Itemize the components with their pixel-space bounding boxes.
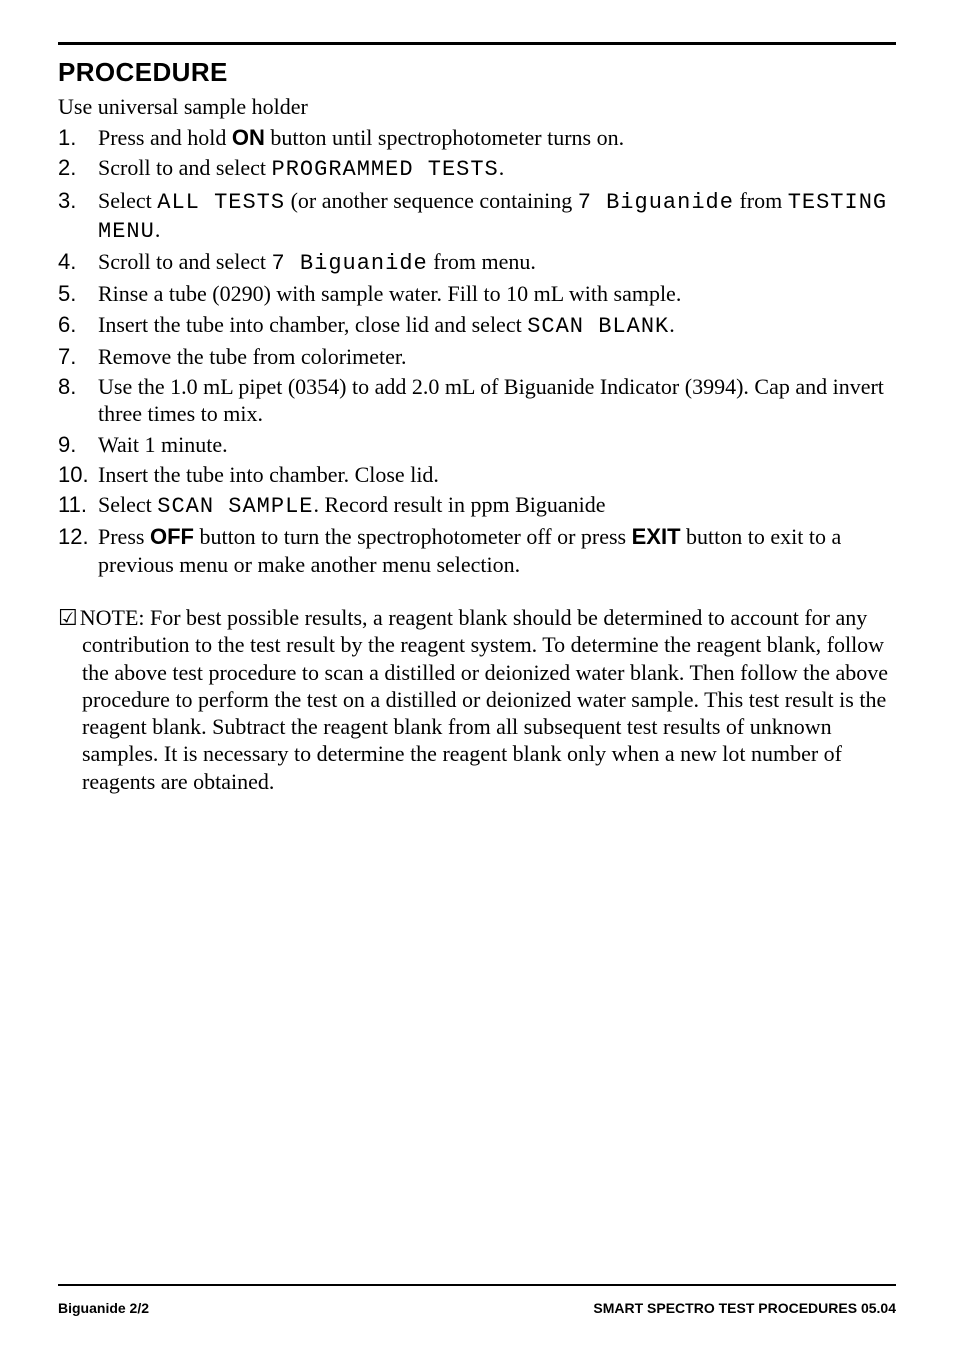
footer-rule xyxy=(58,1284,896,1286)
step-segment: 7 Biguanide xyxy=(578,190,734,215)
top-rule xyxy=(58,42,896,45)
step-segment: SCAN SAMPLE xyxy=(157,494,313,519)
footer-right: SMART SPECTRO TEST PROCEDURES 05.04 xyxy=(593,1300,896,1316)
procedure-step: Use the 1.0 mL pipet (0354) to add 2.0 m… xyxy=(58,373,896,428)
step-segment: Press and hold xyxy=(98,125,232,150)
step-segment: button to turn the spectrophotometer off… xyxy=(194,524,632,549)
procedure-step: Insert the tube into chamber. Close lid. xyxy=(58,461,896,488)
step-segment: from xyxy=(734,188,788,213)
step-segment: Wait 1 minute. xyxy=(98,432,228,457)
step-segment: Scroll to and select xyxy=(98,249,272,274)
note-body: For best possible results, a reagent bla… xyxy=(82,605,888,794)
step-segment: PROGRAMMED TESTS xyxy=(272,157,499,182)
step-segment: Insert the tube into chamber. Close lid. xyxy=(98,462,439,487)
step-segment: ON xyxy=(232,125,265,150)
page-footer: Biguanide 2/2 SMART SPECTRO TEST PROCEDU… xyxy=(58,1284,896,1316)
note-block: ☑NOTE: For best possible results, a reag… xyxy=(58,604,896,795)
step-segment: Insert the tube into chamber, close lid … xyxy=(98,312,527,337)
procedure-step: Select SCAN SAMPLE. Record result in ppm… xyxy=(58,491,896,520)
step-segment: Select xyxy=(98,492,157,517)
procedure-step: Wait 1 minute. xyxy=(58,431,896,458)
step-segment: . xyxy=(499,155,505,180)
step-segment: Select xyxy=(98,188,157,213)
section-heading: PROCEDURE xyxy=(58,57,896,88)
step-segment: . Record result in ppm Biguanide xyxy=(314,492,606,517)
procedure-step: Press and hold ON button until spectroph… xyxy=(58,124,896,151)
step-segment: from menu. xyxy=(428,249,536,274)
procedure-step: Scroll to and select PROGRAMMED TESTS. xyxy=(58,154,896,183)
step-segment: Remove the tube from colorimeter. xyxy=(98,344,407,369)
step-segment: Use the 1.0 mL pipet (0354) to add 2.0 m… xyxy=(98,374,884,426)
footer-left: Biguanide 2/2 xyxy=(58,1300,149,1316)
step-segment: EXIT xyxy=(632,524,681,549)
step-segment: SCAN BLANK xyxy=(527,314,669,339)
procedure-step: Select ALL TESTS (or another sequence co… xyxy=(58,187,896,246)
step-segment: OFF xyxy=(150,524,194,549)
step-segment: ALL TESTS xyxy=(157,190,285,215)
page: PROCEDURE Use universal sample holder Pr… xyxy=(0,0,954,1352)
step-segment: Rinse a tube (0290) with sample water. F… xyxy=(98,281,681,306)
procedure-step: Scroll to and select 7 Biguanide from me… xyxy=(58,248,896,277)
checkbox-icon: ☑ xyxy=(58,605,78,630)
note-label: NOTE: xyxy=(80,605,145,630)
intro-line: Use universal sample holder xyxy=(58,94,896,120)
procedure-step: Remove the tube from colorimeter. xyxy=(58,343,896,370)
step-segment: . xyxy=(669,312,675,337)
procedure-step: Press OFF button to turn the spectrophot… xyxy=(58,523,896,578)
step-segment: 7 Biguanide xyxy=(272,251,428,276)
step-segment: (or another sequence containing xyxy=(285,188,578,213)
step-segment: . xyxy=(155,217,161,242)
step-segment: button until spectrophotometer turns on. xyxy=(265,125,624,150)
step-segment: Scroll to and select xyxy=(98,155,272,180)
procedure-steps: Press and hold ON button until spectroph… xyxy=(58,124,896,578)
procedure-step: Rinse a tube (0290) with sample water. F… xyxy=(58,280,896,307)
step-segment: Press xyxy=(98,524,150,549)
procedure-step: Insert the tube into chamber, close lid … xyxy=(58,311,896,340)
